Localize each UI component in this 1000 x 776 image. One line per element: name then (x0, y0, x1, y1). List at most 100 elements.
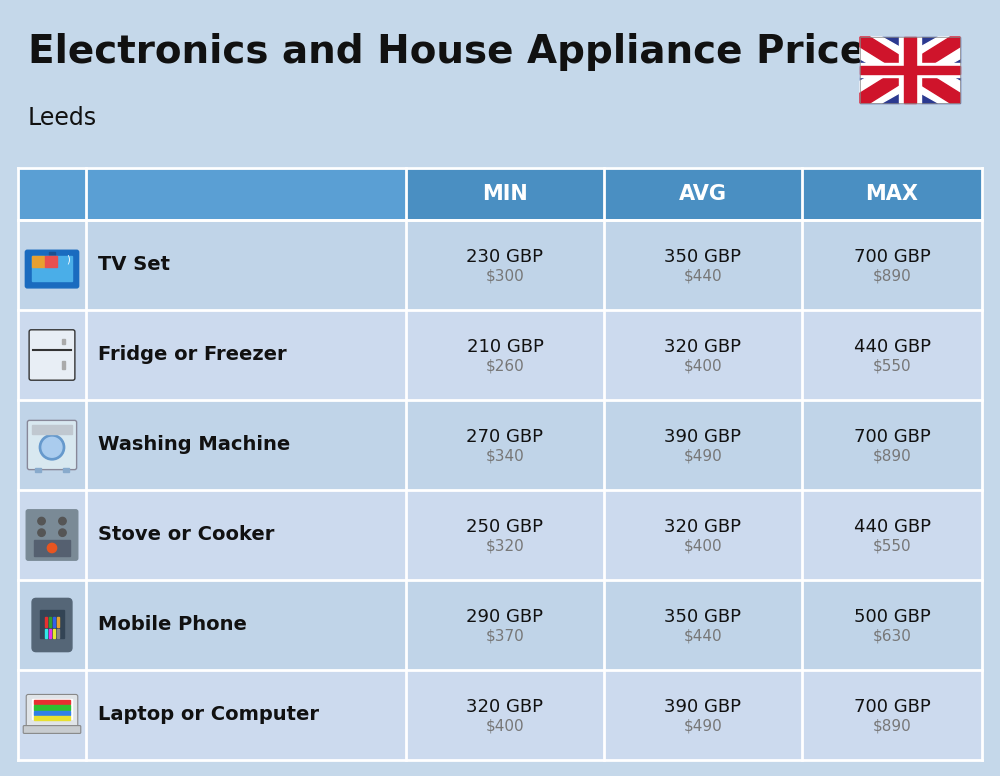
Text: $890: $890 (873, 268, 911, 283)
Text: Electronics and House Appliance Prices: Electronics and House Appliance Prices (28, 33, 889, 71)
Bar (49, 629, 51, 638)
Text: $890: $890 (873, 449, 911, 463)
Bar (40, 611, 64, 638)
Text: 440 GBP: 440 GBP (854, 518, 930, 536)
Text: $440: $440 (684, 629, 722, 643)
Bar (18, 220, 982, 310)
Text: $400: $400 (486, 719, 524, 733)
Bar (49, 618, 51, 627)
Bar (34, 539, 70, 556)
Bar (860, 37, 960, 103)
Bar (802, 168, 982, 220)
Text: AVG: AVG (679, 184, 727, 204)
Text: Fridge or Freezer: Fridge or Freezer (98, 345, 287, 365)
FancyBboxPatch shape (25, 250, 79, 288)
Text: 390 GBP: 390 GBP (664, 428, 742, 446)
Bar (35, 468, 41, 473)
Bar (53, 618, 55, 627)
Bar (860, 37, 960, 103)
Text: 350 GBP: 350 GBP (664, 248, 742, 266)
Text: $400: $400 (684, 359, 722, 373)
Text: Laptop or Computer: Laptop or Computer (98, 705, 319, 725)
Text: 250 GBP: 250 GBP (466, 518, 544, 536)
Bar (57, 629, 59, 638)
Bar (18, 580, 982, 670)
Bar (34, 716, 70, 720)
Circle shape (38, 529, 45, 536)
Bar (860, 63, 960, 78)
Text: $400: $400 (684, 539, 722, 553)
Bar (18, 490, 982, 580)
Text: Leeds: Leeds (28, 106, 97, 130)
Bar (32, 256, 44, 267)
Polygon shape (860, 37, 960, 103)
Text: $370: $370 (486, 629, 524, 643)
Bar (32, 425, 72, 434)
FancyBboxPatch shape (29, 330, 75, 380)
Polygon shape (860, 37, 960, 103)
Text: 700 GBP: 700 GBP (854, 698, 930, 716)
Bar (45, 618, 47, 627)
FancyBboxPatch shape (23, 726, 81, 733)
FancyBboxPatch shape (26, 510, 78, 560)
Bar (34, 705, 70, 709)
Text: 350 GBP: 350 GBP (664, 608, 742, 626)
Text: MAX: MAX (866, 184, 918, 204)
Bar (32, 698, 72, 719)
Bar (18, 670, 982, 760)
Bar (62, 339, 65, 345)
Text: Mobile Phone: Mobile Phone (98, 615, 247, 635)
Text: 270 GBP: 270 GBP (466, 428, 544, 446)
Bar (45, 629, 47, 638)
Text: 700 GBP: 700 GBP (854, 428, 930, 446)
Bar (604, 168, 802, 220)
Bar (62, 361, 65, 369)
Text: 500 GBP: 500 GBP (854, 608, 930, 626)
Text: $440: $440 (684, 268, 722, 283)
Bar (45, 256, 57, 267)
Text: 320 GBP: 320 GBP (664, 518, 742, 536)
Bar (63, 468, 69, 473)
Text: TV Set: TV Set (98, 255, 170, 275)
Bar (53, 629, 55, 638)
Bar (18, 400, 982, 490)
Circle shape (38, 518, 45, 525)
Bar (57, 618, 59, 627)
Circle shape (39, 435, 65, 460)
Polygon shape (860, 37, 960, 103)
Text: $320: $320 (486, 539, 524, 553)
Bar (32, 256, 72, 280)
Text: $490: $490 (684, 719, 722, 733)
FancyBboxPatch shape (26, 695, 78, 729)
Bar (18, 168, 406, 220)
Circle shape (47, 543, 57, 553)
Polygon shape (860, 37, 960, 103)
FancyBboxPatch shape (27, 421, 77, 469)
Bar (34, 700, 70, 704)
Bar (904, 37, 916, 103)
Bar (34, 711, 70, 715)
Text: $300: $300 (486, 268, 524, 283)
Bar (899, 37, 921, 103)
Text: 210 GBP: 210 GBP (467, 338, 543, 356)
Text: $550: $550 (873, 539, 911, 553)
Text: 440 GBP: 440 GBP (854, 338, 930, 356)
Bar (860, 66, 960, 74)
Bar (406, 168, 604, 220)
Text: $490: $490 (684, 449, 722, 463)
Text: $260: $260 (486, 359, 524, 373)
Text: $630: $630 (873, 629, 911, 643)
Bar (18, 310, 982, 400)
Bar (36, 266, 68, 270)
Text: 320 GBP: 320 GBP (664, 338, 742, 356)
FancyBboxPatch shape (32, 598, 72, 652)
Text: 230 GBP: 230 GBP (466, 248, 544, 266)
Text: MIN: MIN (482, 184, 528, 204)
Text: 320 GBP: 320 GBP (466, 698, 544, 716)
Circle shape (42, 438, 62, 457)
Text: Stove or Cooker: Stove or Cooker (98, 525, 274, 545)
Circle shape (59, 529, 66, 536)
Text: $340: $340 (486, 449, 524, 463)
Text: 700 GBP: 700 GBP (854, 248, 930, 266)
Text: ): ) (66, 255, 70, 264)
